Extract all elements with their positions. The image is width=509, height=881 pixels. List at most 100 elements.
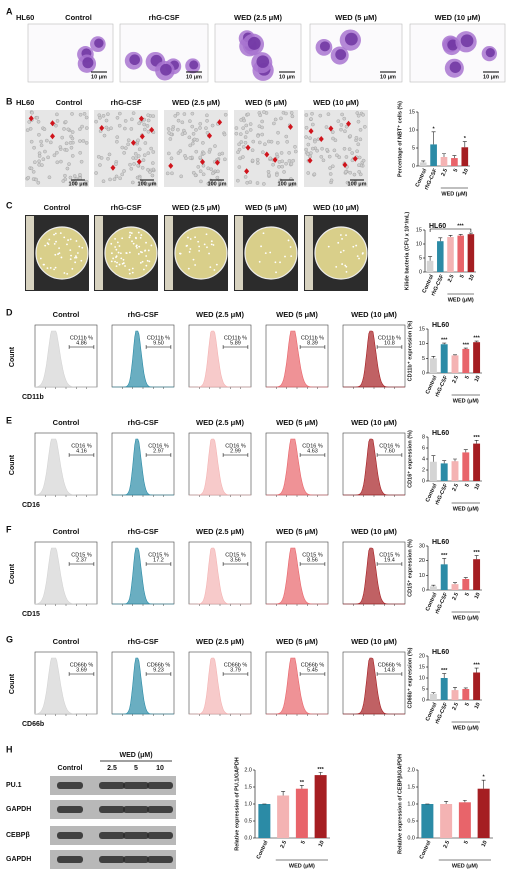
cell: [194, 149, 199, 154]
colony: [279, 261, 281, 264]
colony: [128, 268, 131, 271]
bar: [429, 693, 437, 700]
cell: [356, 119, 361, 124]
gate-value: 14.8: [384, 667, 395, 673]
y-tick-label: 0: [412, 163, 415, 169]
cell: [347, 147, 352, 151]
colony: [335, 265, 338, 268]
band: [123, 856, 149, 863]
y-tick-label: 15: [416, 227, 422, 233]
cell: [117, 123, 122, 128]
nucleus: [344, 32, 358, 46]
cell: [70, 112, 74, 116]
group-label: WED (μM): [119, 752, 152, 759]
scale-label: 10 μm: [279, 74, 295, 80]
cell: [170, 127, 175, 132]
gate: [68, 672, 95, 676]
cell: [275, 173, 279, 177]
cell: [142, 127, 147, 132]
scale-label: 100 μm: [69, 181, 88, 187]
condition-header: WED (2.5 μM): [172, 203, 220, 212]
colony: [262, 232, 265, 235]
nucleus: [160, 63, 172, 76]
cell: [342, 116, 347, 121]
cell: [120, 145, 125, 150]
cell: [140, 165, 145, 170]
cell: [150, 173, 155, 178]
colony: [287, 239, 290, 242]
significance: *: [464, 136, 467, 142]
cell: [209, 167, 214, 172]
scale-label: 10 μm: [186, 74, 202, 80]
cell: [205, 113, 209, 118]
cell: [352, 172, 357, 177]
colony: [213, 269, 216, 271]
group-label: WED (μM): [453, 615, 479, 621]
cell: [63, 173, 67, 178]
cell: [293, 144, 297, 149]
cell: [348, 170, 353, 175]
condition-header: WED (5 μM): [335, 13, 377, 22]
significance: *: [433, 126, 436, 132]
colony: [142, 268, 145, 271]
cell: [348, 134, 353, 138]
y-tick-label: 10: [409, 127, 415, 133]
cell: [37, 132, 41, 137]
gate: [145, 672, 172, 676]
cell: [94, 171, 98, 175]
nucleus: [319, 41, 330, 52]
colony: [69, 238, 72, 241]
cell: [126, 142, 130, 147]
cell: [330, 130, 335, 134]
colony: [210, 240, 213, 243]
colony: [131, 271, 134, 274]
gate-label: CD11b %: [378, 335, 401, 341]
cell: [98, 163, 102, 167]
colony: [342, 249, 345, 252]
cell: [204, 126, 208, 130]
nucleus: [82, 57, 94, 69]
cell: [198, 169, 203, 174]
cell: [287, 151, 291, 155]
colony: [131, 267, 134, 270]
x-tick-label: 5: [459, 274, 466, 279]
cell: [146, 118, 151, 123]
cell: [318, 113, 323, 118]
cell: [223, 157, 227, 162]
cell: [28, 126, 33, 131]
cell: [238, 156, 242, 161]
gate: [376, 345, 403, 349]
y-tick-label: 2: [422, 467, 425, 473]
colony: [139, 250, 142, 253]
bar: [430, 144, 437, 166]
cell: [137, 147, 142, 152]
cell: [70, 154, 75, 158]
condition-header: rhG-CSF: [128, 637, 159, 646]
y-axis-label: CD11b⁺ expression (%): [406, 320, 413, 381]
nucleus: [129, 54, 140, 66]
colony: [114, 246, 117, 248]
band: [57, 782, 83, 789]
cell: [187, 135, 192, 140]
condition-header: rhG-CSF: [149, 13, 180, 22]
error-bar: [458, 234, 463, 236]
cell: [357, 163, 361, 168]
histogram: [343, 657, 405, 715]
cell: [331, 164, 335, 169]
cell: [129, 127, 134, 131]
error-bar: [453, 687, 457, 691]
x-tick-label: 2.5: [440, 168, 449, 177]
cell: [272, 121, 276, 126]
cell: [178, 149, 183, 153]
cell: [115, 139, 119, 144]
colony: [146, 259, 149, 262]
colony: [43, 263, 45, 266]
colony: [341, 238, 343, 240]
cell: [114, 174, 119, 179]
cell: [336, 119, 341, 123]
nbt-marker: [272, 156, 278, 163]
significance: ***: [441, 553, 448, 559]
condition-header: WED (10 μM): [351, 418, 397, 427]
error-bar: [468, 232, 473, 235]
x-tick-label: 5: [463, 840, 470, 845]
